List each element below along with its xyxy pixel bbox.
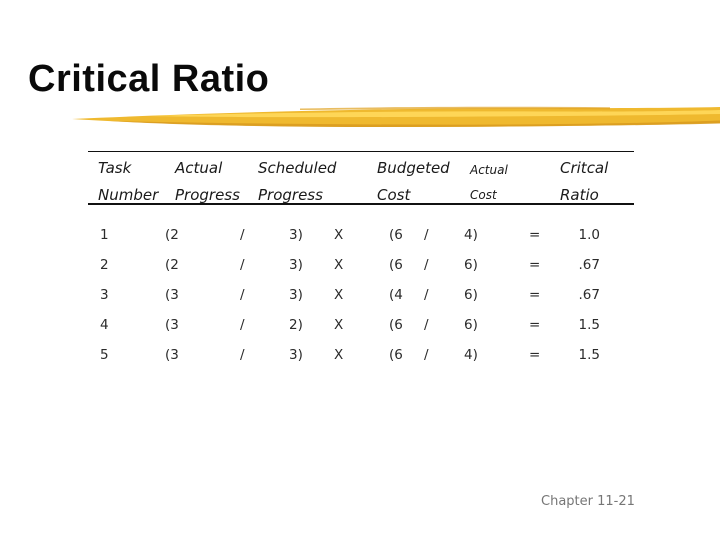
table-cell: 4): [464, 227, 478, 243]
table-cell: /: [240, 287, 245, 303]
table-cell: (6: [389, 257, 403, 273]
table-cell: X: [334, 317, 344, 333]
table-cell: 3): [289, 347, 303, 363]
table-cell: /: [424, 257, 429, 273]
table-cell: (3: [165, 317, 179, 333]
table-cell: 1: [100, 227, 109, 243]
table-row: 2 (2 / 3) X (6 / 6) = .67: [88, 257, 634, 287]
table-cell: 2): [289, 317, 303, 333]
table-cell: 6): [464, 287, 478, 303]
table-cell: (6: [389, 227, 403, 243]
table-cell: =: [529, 317, 541, 333]
table-cell: /: [424, 317, 429, 333]
table-cell: /: [424, 227, 429, 243]
table-cell: X: [334, 257, 344, 273]
table-cell: (3: [165, 347, 179, 363]
table-cell-ratio: 1.0: [578, 227, 600, 243]
column-header-task-number: Task Number: [98, 159, 159, 204]
table-cell: 5: [100, 347, 109, 363]
table-cell: =: [529, 287, 541, 303]
table-cell: 6): [464, 317, 478, 333]
table-cell: X: [334, 227, 344, 243]
table-cell: /: [424, 287, 429, 303]
table-cell: X: [334, 287, 344, 303]
table-body: 1 (2 / 3) X (6 / 4) = 1.0 2 (2 / 3) X (6…: [88, 227, 634, 377]
table-cell: =: [529, 347, 541, 363]
table-cell: X: [334, 347, 344, 363]
table-cell: /: [240, 227, 245, 243]
table-cell: 6): [464, 257, 478, 273]
table-cell: 3): [289, 287, 303, 303]
table-cell: /: [240, 257, 245, 273]
table-cell-ratio: .67: [578, 287, 600, 303]
table-cell: (2: [165, 227, 179, 243]
table-row: 3 (3 / 3) X (4 / 6) = .67: [88, 287, 634, 317]
slide-footer-chapter-number: Chapter 11-21: [541, 494, 635, 509]
table-cell: (6: [389, 317, 403, 333]
table-cell-ratio: .67: [578, 257, 600, 273]
table-cell: (3: [165, 287, 179, 303]
column-header-actual-cost: Actual Cost: [470, 163, 508, 202]
table-cell: (4: [389, 287, 403, 303]
table-cell: 2: [100, 257, 109, 273]
table-cell: 4): [464, 347, 478, 363]
table-row: 4 (3 / 2) X (6 / 6) = 1.5: [88, 317, 634, 347]
table-row: 5 (3 / 3) X (6 / 4) = 1.5: [88, 347, 634, 377]
table-row: 1 (2 / 3) X (6 / 4) = 1.0: [88, 227, 634, 257]
table-cell: 4: [100, 317, 109, 333]
table-cell: =: [529, 257, 541, 273]
column-header-budgeted-cost: Budgeted Cost: [377, 159, 450, 204]
table-cell-ratio: 1.5: [578, 317, 600, 333]
column-header-critical-ratio: Critcal Ratio: [560, 159, 609, 204]
gold-brush-stroke-decoration: [72, 106, 720, 127]
column-header-actual-progress: Actual Progress: [175, 159, 240, 204]
table-cell: /: [240, 347, 245, 363]
table-header: Task Number Actual Progress Scheduled Pr…: [88, 151, 634, 205]
table-cell: (2: [165, 257, 179, 273]
column-header-scheduled-progress: Scheduled Progress: [258, 159, 337, 204]
critical-ratio-table: Task Number Actual Progress Scheduled Pr…: [88, 151, 634, 377]
table-cell: (6: [389, 347, 403, 363]
table-cell-ratio: 1.5: [578, 347, 600, 363]
table-cell: 3): [289, 257, 303, 273]
table-cell: /: [240, 317, 245, 333]
page-title: Critical Ratio: [28, 58, 270, 100]
table-cell: /: [424, 347, 429, 363]
table-cell: 3: [100, 287, 109, 303]
table-cell: 3): [289, 227, 303, 243]
table-cell: =: [529, 227, 541, 243]
